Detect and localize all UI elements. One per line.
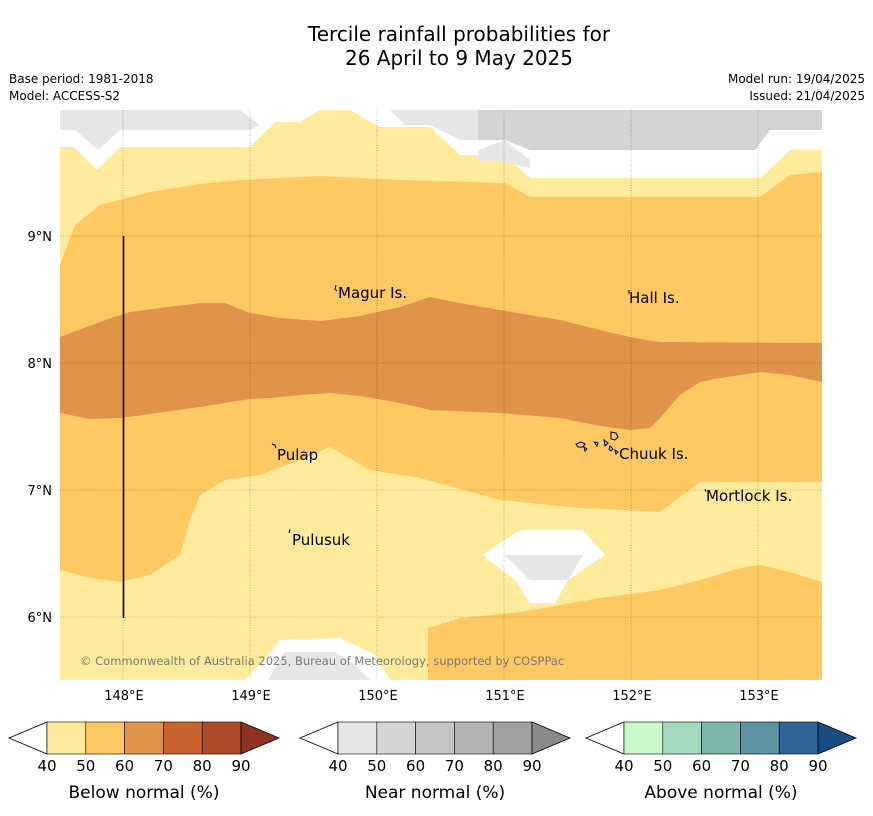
legend-below-swatch [85,721,125,755]
legend-above-tick-label: 80 [770,757,789,775]
legend-above-swatch [778,721,819,755]
legend-below-tick-label: 90 [231,757,250,775]
lon-label-152e: 152°E [612,689,652,704]
lat-label-6n: 6°N [28,611,53,626]
legend-near-tick-label: 60 [406,757,425,775]
legend-near-tick-label: 70 [445,757,464,775]
magur-island-shape [334,284,338,292]
legend-above-swatch [740,721,780,755]
below-60-70-region [60,297,822,430]
lat-label-8n: 8°N [28,357,53,372]
latitude-labels: 9°N 8°N 7°N 6°N [28,230,53,626]
legend-near-swatch [454,721,494,755]
lat-label-7n: 7°N [28,484,53,499]
label-magur-is: Magur Is. [338,284,407,302]
legend-above-title: Above normal (%) [644,783,797,803]
legend-near-high-arrow [531,721,572,755]
place-labels: Magur Is. Hall Is. Pulap Chuuk Is. Mortl… [277,284,792,549]
pulusuk-island-shape [288,528,291,534]
near-normal-50-60-region-ne [478,110,822,150]
legend-below-tick-label: 40 [37,757,56,775]
legend-above-swatch [662,721,702,755]
lon-label-149e: 149°E [231,689,271,704]
legend-above-swatch [701,721,741,755]
near-normal-40-50-edge [478,140,530,168]
pulap-island-shape [271,443,277,449]
meta-right: Model run: 19/04/2025 Issued: 21/04/2025 [728,71,865,105]
islands [271,284,707,534]
legend-near-tick-label: 90 [522,757,541,775]
chuuk-lagoon-shape [575,431,619,455]
label-pulusuk: Pulusuk [292,531,350,549]
legend-below-tick-label: 70 [154,757,173,775]
below-50-60-region-south [428,565,822,680]
lon-label-151e: 151°E [485,689,525,704]
legend-near-tick-label: 50 [367,757,386,775]
legend-below-normal: 40 50 60 70 80 90 Below normal (%) [7,721,281,803]
model-run-text: Model run: 19/04/2025 [727,72,865,86]
legend-near-title: Near normal (%) [365,783,505,803]
legend-near-swatch [337,721,378,755]
legend-above-tick-label: 70 [731,757,750,775]
label-chuuk-is: Chuuk Is. [619,445,688,463]
near-normal-40-50-region-n [390,110,478,140]
lon-label-153e: 153°E [739,689,779,704]
near-normal-40-50-region-central [505,555,583,580]
near-normal-40-50-region-nw [60,110,260,150]
legend-near-normal: 40 50 60 70 80 90 Near normal (%) [298,721,572,803]
legend-below-high-arrow [240,721,281,755]
legend-above-tick-label: 50 [653,757,672,775]
legend-above-normal: 40 50 60 70 80 90 Above normal (%) [584,721,858,803]
legend-near-low-arrow [298,721,339,755]
mortlock-island-shape [704,488,707,493]
legend-below-swatch [124,721,164,755]
longitude-labels: 148°E 149°E 150°E 151°E 152°E 153°E [104,689,779,704]
legend-below-title: Below normal (%) [69,783,220,803]
legend-below-swatch [163,721,203,755]
legend-near-swatch [376,721,416,755]
label-pulap: Pulap [277,446,318,464]
lon-label-150e: 150°E [358,689,398,704]
legend-near-tick-label: 80 [484,757,503,775]
legend-near-swatch [492,721,533,755]
legend-below-swatch [46,721,87,755]
lon-label-148e: 148°E [104,689,144,704]
legend-above-tick-label: 60 [692,757,711,775]
probability-map [60,110,822,680]
copyright-text: © Commonwealth of Australia 2025, Bureau… [80,654,564,668]
lat-label-9n: 9°N [28,230,53,245]
legend-below-tick-label: 80 [193,757,212,775]
base-period-text: Base period: 1981-2018 [9,72,154,86]
legend-below-tick-label: 60 [115,757,134,775]
label-hall-is: Hall Is. [629,289,680,307]
legend-near-tick-label: 40 [328,757,347,775]
legend-near-swatch [415,721,455,755]
model-text: Model: ACCESS-S2 [9,89,121,103]
title-line-1: Tercile rainfall probabilities for [307,22,611,46]
legend-above-tick-label: 90 [808,757,827,775]
title-line-2: 26 April to 9 May 2025 [345,46,573,70]
legend-above-tick-label: 40 [614,757,633,775]
legend-below-swatch [201,721,242,755]
label-mortlock-is: Mortlock Is. [706,487,792,505]
legend-below-tick-label: 50 [76,757,95,775]
legend-above-swatch [623,721,664,755]
legend-above-low-arrow [584,721,625,755]
legend-above-high-arrow [817,721,858,755]
issued-text: Issued: 21/04/2025 [749,89,865,103]
map-title: Tercile rainfall probabilities for 26 Ap… [0,22,873,70]
legend-below-low-arrow [7,721,48,755]
near-normal-40-50-region-south [268,652,370,680]
meta-left: Base period: 1981-2018 Model: ACCESS-S2 [9,71,154,105]
